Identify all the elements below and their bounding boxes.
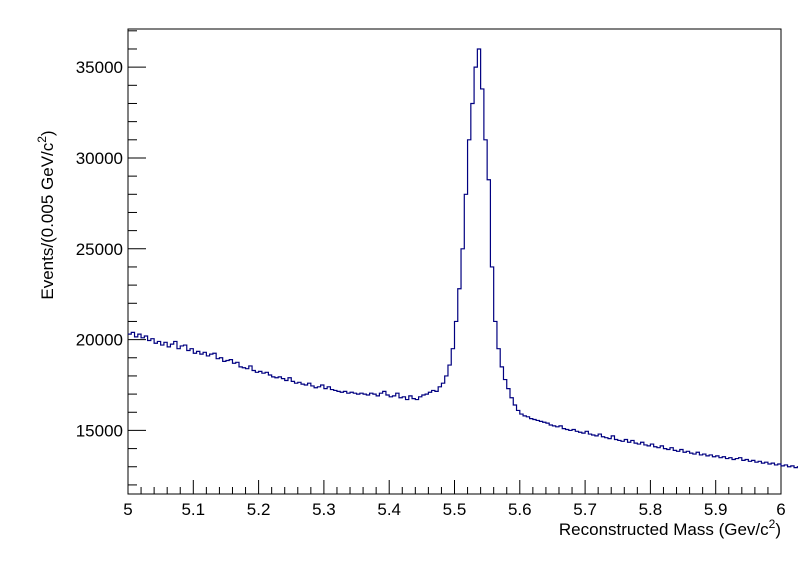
x-axis-title: Reconstructed Mass (Gev/c2): [559, 517, 781, 539]
y-tick-label: 15000: [76, 421, 123, 440]
y-tick-label: 35000: [76, 58, 123, 77]
x-tick-label: 5.9: [704, 500, 728, 519]
x-tick-label: 5: [123, 500, 132, 519]
histogram-line: [128, 49, 798, 476]
x-tick-label: 5.7: [573, 500, 597, 519]
plot-frame: [128, 29, 781, 494]
x-tick-label: 5.5: [443, 500, 467, 519]
x-tick-label: 5.1: [181, 500, 205, 519]
y-tick-label: 30000: [76, 149, 123, 168]
x-tick-label: 5.3: [312, 500, 336, 519]
x-tick-label: 6: [776, 500, 785, 519]
y-tick-label: 20000: [76, 331, 123, 350]
x-tick-label: 5.6: [508, 500, 532, 519]
x-tick-label: 5.8: [639, 500, 663, 519]
y-axis-title: Events/(0.005 GeV/c2): [35, 130, 57, 299]
y-axis-ticks: 15000 20000 25000 30000 35000: [76, 31, 146, 485]
x-axis-ticks: 5 5.1 5.2 5.3 5.4 5.5 5.6 5.7 5.8 5.9 6: [123, 480, 785, 519]
y-tick-label: 25000: [76, 240, 123, 259]
x-tick-label: 5.4: [377, 500, 401, 519]
x-tick-label: 5.2: [247, 500, 271, 519]
